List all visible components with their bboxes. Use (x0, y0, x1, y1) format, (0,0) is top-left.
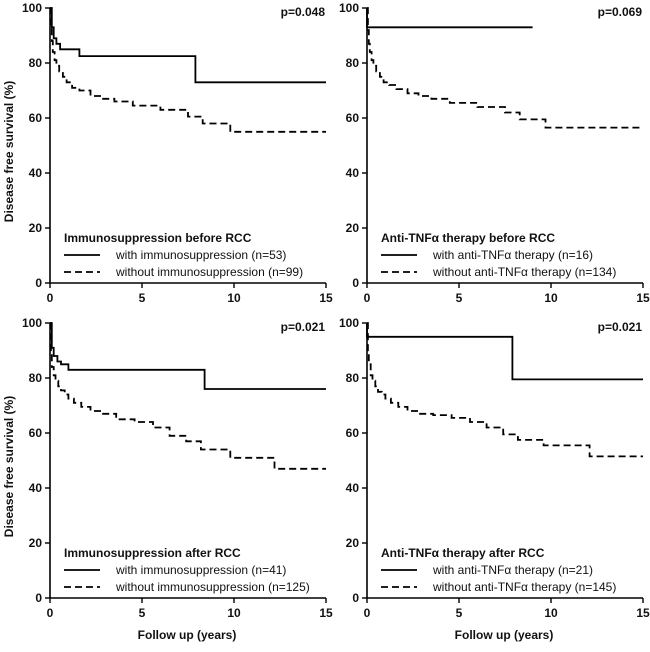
x-tick-label: 10 (227, 291, 241, 305)
km-curve-solid (50, 322, 326, 390)
x-tick-label: 0 (364, 606, 371, 620)
y-tick-label: 40 (346, 166, 360, 180)
y-tick-label: 80 (346, 371, 360, 385)
legend-entry: with immunosuppression (n=53) (115, 248, 286, 262)
y-tick-label: 100 (339, 1, 359, 15)
y-tick-label: 40 (29, 166, 43, 180)
y-tick-label: 0 (352, 276, 359, 290)
x-tick-label: 0 (47, 291, 54, 305)
legend-entry: without immunosuppression (n=99) (115, 265, 303, 279)
y-tick-label: 60 (346, 426, 360, 440)
y-tick-label: 100 (339, 316, 359, 330)
chart-panel-bottom-right: 0 20 40 60 80 100 0 5 10 15 Follow up (years) p=0.0… (339, 316, 650, 642)
y-tick-label: 40 (346, 481, 360, 495)
p-value-label: p=0.048 (281, 5, 326, 19)
y-tick-label: 100 (22, 1, 42, 15)
legend-entry: with immunosuppression (n=41) (115, 563, 286, 577)
y-tick-label: 100 (22, 316, 42, 330)
x-tick-label: 10 (544, 606, 558, 620)
legend-entry: without anti-TNFα therapy (n=145) (432, 580, 616, 594)
legend-entry: without immunosuppression (n=125) (115, 580, 310, 594)
y-axis-title: Disease free survival (%) (2, 396, 16, 537)
y-axis-title: Disease free survival (%) (2, 81, 16, 222)
x-tick-label: 5 (456, 291, 463, 305)
y-tick-label: 20 (346, 221, 360, 235)
p-value-label: p=0.021 (281, 320, 326, 334)
x-axis-title: Follow up (years) (138, 628, 237, 642)
x-tick-label: 0 (364, 291, 371, 305)
x-tick-label: 5 (456, 606, 463, 620)
y-tick-label: 60 (29, 111, 43, 125)
y-tick-label: 20 (346, 536, 360, 550)
legend-entry: with anti-TNFα therapy (n=21) (432, 563, 593, 577)
y-tick-label: 0 (35, 276, 42, 290)
y-tick-label: 60 (346, 111, 360, 125)
km-curve-dashed (50, 7, 326, 133)
km-curve-solid (366, 323, 643, 381)
y-tick-label: 0 (352, 591, 359, 605)
chart-panel-bottom-left: 0 20 40 60 80 100 0 5 10 15 Disease free survival … (2, 316, 333, 642)
legend-entry: with anti-TNFα therapy (n=16) (432, 248, 593, 262)
y-tick-label: 0 (35, 591, 42, 605)
x-tick-label: 5 (139, 606, 146, 620)
legend-entry: without anti-TNFα therapy (n=134) (432, 265, 616, 279)
legend-title: Anti-TNFα therapy after RCC (381, 546, 545, 560)
km-curve-dashed (367, 322, 643, 458)
x-tick-label: 15 (319, 606, 333, 620)
x-tick-label: 15 (636, 606, 650, 620)
x-tick-label: 0 (47, 606, 54, 620)
km-curve-solid (366, 8, 533, 29)
km-curve-dashed (50, 322, 326, 470)
y-tick-label: 20 (29, 221, 43, 235)
y-tick-label: 40 (29, 481, 43, 495)
x-tick-label: 10 (227, 606, 241, 620)
x-tick-label: 15 (319, 291, 333, 305)
km-curve-solid (50, 7, 326, 84)
x-tick-label: 15 (636, 291, 650, 305)
x-axis-title: Follow up (years) (455, 628, 554, 642)
p-value-label: p=0.021 (598, 320, 643, 334)
km-curve-dashed (367, 7, 643, 129)
x-tick-label: 5 (139, 291, 146, 305)
p-value-label: p=0.069 (598, 5, 643, 19)
chart-panel-top-right: 0 20 40 60 80 100 0 5 10 15 p=0.069 Anti-TNFα thera… (339, 1, 650, 305)
legend-title: Immunosuppression after RCC (64, 546, 241, 560)
legend-title: Anti-TNFα therapy before RCC (381, 231, 555, 245)
y-tick-label: 80 (346, 56, 360, 70)
y-tick-label: 60 (29, 426, 43, 440)
y-tick-label: 80 (29, 371, 43, 385)
legend-title: Immunosuppression before RCC (64, 231, 252, 245)
y-tick-label: 20 (29, 536, 43, 550)
chart-panel-top-left: 0 20 40 60 80 100 0 5 10 15 Disease free survival … (2, 1, 333, 305)
y-tick-label: 80 (29, 56, 43, 70)
x-tick-label: 10 (544, 291, 558, 305)
